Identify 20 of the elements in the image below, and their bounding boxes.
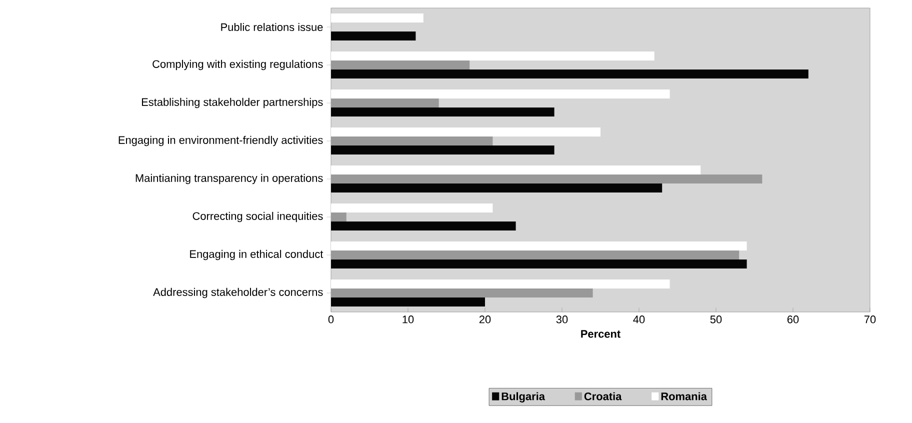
y-tick-label: Addressing stakeholder’s concerns (153, 288, 323, 298)
x-axis-title: Percent (581, 330, 620, 338)
x-tick-label: 70 (864, 316, 876, 324)
y-tick-label: Public relations issue (221, 22, 323, 32)
y-tick-label: Complying with existing regulations (152, 60, 323, 70)
legend-label: Bulgaria (502, 392, 546, 402)
x-tick-label: 20 (479, 316, 491, 324)
x-tick-label: 10 (402, 316, 414, 324)
y-tick-label: Maintianing transparency in operations (136, 174, 323, 184)
legend-label: Romania (661, 392, 708, 400)
y-tick-label: Engaging in environment-friendly activities (118, 136, 323, 146)
x-tick-label: 30 (556, 316, 568, 324)
x-tick-label: 0 (328, 316, 334, 324)
y-tick-label: Engaging in ethical conduct (190, 250, 324, 260)
x-tick-label: 50 (710, 316, 722, 324)
x-tick-label: 60 (787, 316, 799, 324)
legend-label: Croatia (584, 392, 622, 400)
y-tick-label: Establishing stakeholder partnerships (142, 98, 323, 108)
y-tick-label: Correcting social inequities (192, 212, 323, 222)
x-tick-label: 40 (633, 316, 645, 324)
